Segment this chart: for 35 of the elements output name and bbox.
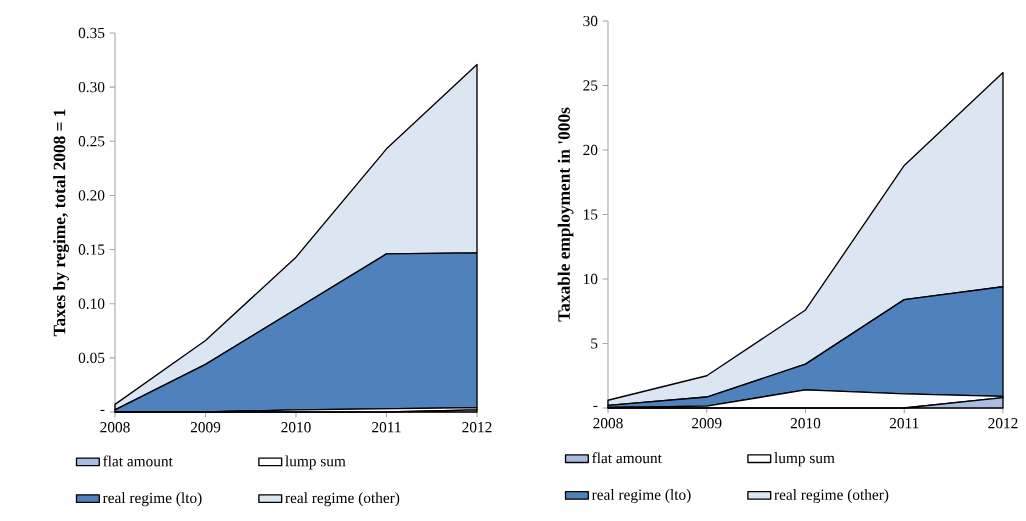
x-tick-label: 2010	[790, 418, 821, 429]
legend-label: real regime (lto)	[591, 489, 691, 504]
y-tick-label: 0.30	[78, 81, 105, 93]
x-tick-label: 2008	[100, 422, 130, 433]
y-tick-label: 15	[583, 209, 598, 220]
x-tick-label: 2012	[988, 418, 1018, 429]
y-tick-label: -	[100, 409, 105, 412]
y-tick-label: 0.25	[78, 136, 105, 147]
y-tick-label: 0.05	[78, 352, 105, 364]
x-tick-label: 2009	[692, 418, 722, 429]
y-tick-label: 0.35	[78, 27, 105, 39]
y-tick-label: 5	[591, 338, 598, 349]
legend-label: real regime (other)	[774, 489, 889, 504]
x-tick-label: 2011	[372, 422, 401, 433]
y-tick-label: 0.20	[78, 190, 105, 201]
legend-label: lump sum	[285, 455, 346, 470]
y-axis-title: Taxable employment in '000s	[557, 107, 574, 322]
y-tick-label: 0.15	[78, 244, 105, 255]
y-tick-label: 30	[583, 15, 598, 27]
y-tick-label: 10	[583, 273, 598, 285]
y-tick-label: 0.10	[78, 298, 105, 309]
y-tick-label: -	[593, 405, 598, 408]
x-tick-label: 2011	[889, 418, 919, 429]
y-tick-label: 20	[583, 144, 598, 156]
y-axis-title: Taxes by regime, total 2008 = 1	[53, 109, 69, 337]
legend-label: real regime (other)	[285, 492, 400, 507]
legend-label: lump sum	[774, 452, 835, 467]
legend-label: flat amount	[103, 455, 173, 467]
legend-label: flat amount	[592, 452, 662, 464]
x-tick-label: 2010	[281, 422, 311, 433]
x-tick-label: 2009	[190, 422, 221, 433]
x-tick-label: 2012	[462, 422, 492, 433]
legend-label: real regime (lto)	[102, 492, 202, 507]
x-tick-label: 2008	[593, 418, 623, 429]
y-tick-label: 25	[583, 80, 598, 91]
